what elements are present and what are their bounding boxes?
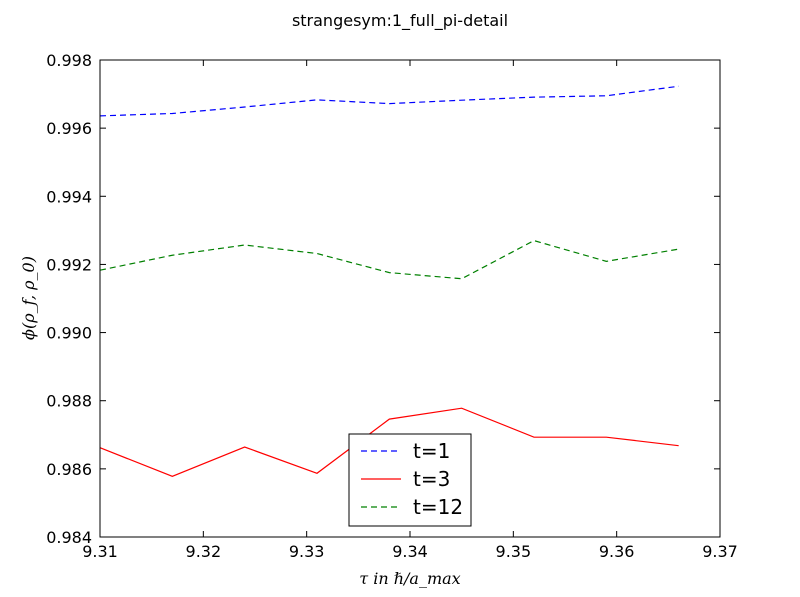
- x-tick-label: 9.36: [599, 542, 635, 561]
- x-tick-label: 9.32: [186, 542, 222, 561]
- x-tick-label: 9.33: [289, 542, 325, 561]
- y-tick-label: 0.998: [46, 51, 92, 70]
- y-axis: 0.984 0.986 0.988 0.990 0.992 0.994 0.996 0.998: [46, 51, 720, 547]
- y-axis-label: ϕ(ρ_f, ρ_0): [19, 256, 38, 340]
- legend-box: [348, 433, 472, 527]
- legend-label: t=12: [413, 495, 463, 519]
- series-line-2: [99, 407, 679, 477]
- series-line-3: [99, 239, 679, 280]
- legend-label: t=1: [413, 439, 450, 463]
- chart-title: strangesym:1_full_pi-detail: [292, 11, 508, 31]
- y-tick-label: 0.992: [46, 255, 92, 274]
- y-tick-label: 0.984: [46, 528, 92, 547]
- x-tick-label: 9.31: [82, 542, 118, 561]
- y-tick-label: 0.996: [46, 119, 92, 138]
- x-axis: 9.31 9.32 9.33 9.34 9.35 9.36 9.37: [82, 60, 738, 561]
- legend-label: t=3: [413, 467, 450, 491]
- legend: t=1 t=3 t=12: [348, 433, 472, 527]
- x-tick-label: 9.37: [702, 542, 738, 561]
- series-line-1: [99, 85, 679, 117]
- x-tick-label: 9.34: [392, 542, 428, 561]
- y-tick-label: 0.990: [46, 324, 92, 343]
- x-tick-label: 9.35: [496, 542, 532, 561]
- x-axis-label: τ in ℏ/a_max: [359, 569, 460, 588]
- y-tick-label: 0.994: [46, 187, 92, 206]
- y-tick-label: 0.986: [46, 460, 92, 479]
- y-tick-label: 0.988: [46, 392, 92, 411]
